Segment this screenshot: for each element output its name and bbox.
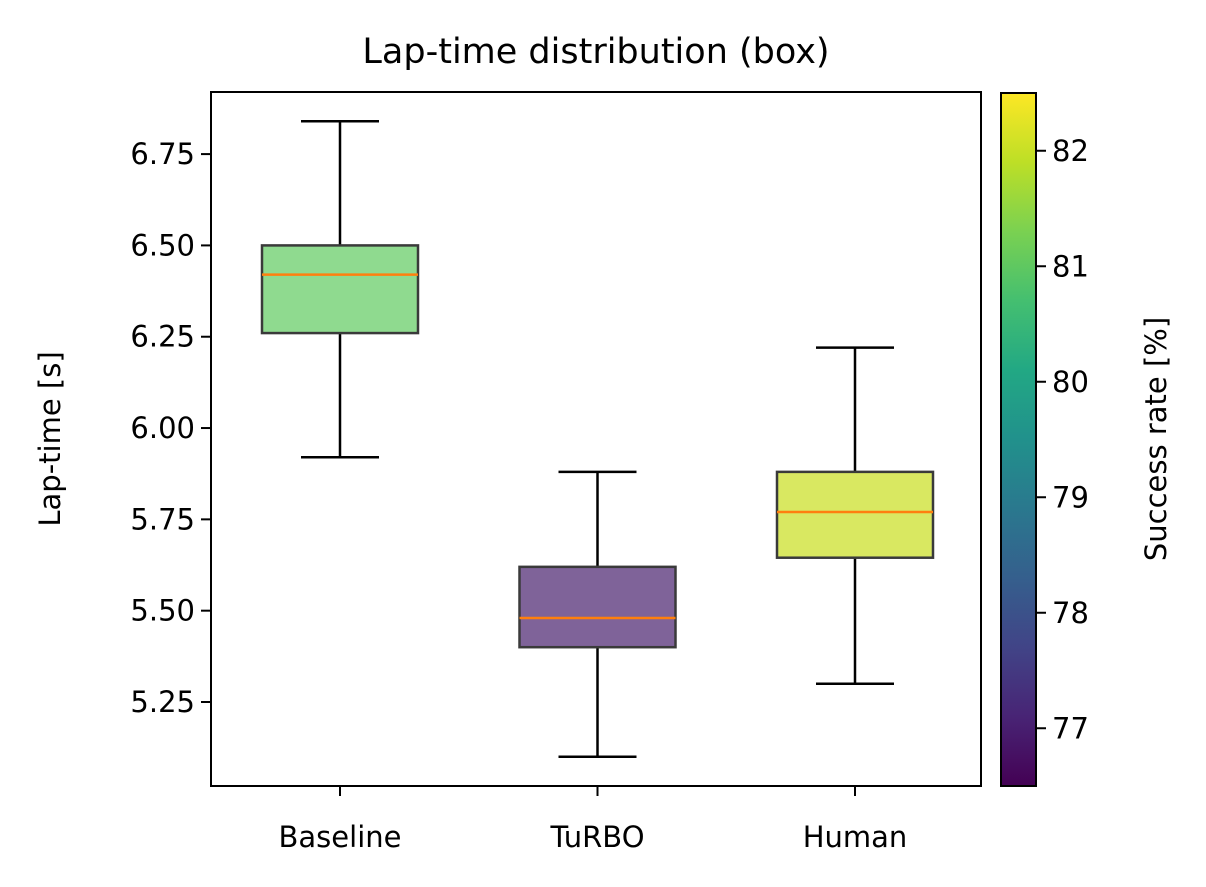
y-tick-label: 5.75 xyxy=(130,502,195,536)
x-tick-label: Human xyxy=(803,820,908,854)
y-tick-label: 6.25 xyxy=(130,320,195,354)
y-axis-ticks: 5.25 5.50 5.75 6.00 6.25 6.50 6.75 xyxy=(130,137,211,719)
iqr-box xyxy=(260,244,420,335)
colorbar-label: Success rate [%] xyxy=(1139,317,1173,561)
box-human xyxy=(775,346,935,685)
colorbar-tick-label: 78 xyxy=(1052,596,1089,630)
y-axis-label: Lap-time [s] xyxy=(33,351,67,526)
y-tick-label: 5.50 xyxy=(130,594,195,628)
y-tick-label: 6.50 xyxy=(130,228,195,262)
colorbar-tick-label: 82 xyxy=(1052,134,1089,168)
colorbar-frame xyxy=(1000,92,1037,787)
boxes-layer xyxy=(260,119,935,759)
y-tick-label: 6.00 xyxy=(130,411,195,445)
colorbar xyxy=(1001,93,1036,786)
y-tick-label: 6.75 xyxy=(130,137,195,171)
x-tick-label: TuRBO xyxy=(549,820,644,854)
colorbar-tick-label: 81 xyxy=(1052,249,1089,283)
colorbar-ticks: 77 78 79 80 81 82 xyxy=(1036,134,1089,745)
colorbar-tick-label: 79 xyxy=(1052,480,1089,514)
y-tick-label: 5.25 xyxy=(130,685,195,719)
iqr-box xyxy=(775,470,935,559)
box-baseline xyxy=(260,119,420,459)
x-axis-ticks: Baseline TuRBO Human xyxy=(279,786,908,854)
iqr-box xyxy=(518,565,677,649)
x-tick-label: Baseline xyxy=(279,820,402,854)
colorbar-tick-label: 80 xyxy=(1052,365,1089,399)
plot-frame xyxy=(210,91,982,787)
chart-title: Lap-time distribution (box) xyxy=(362,32,829,72)
box-turbo xyxy=(518,470,677,759)
colorbar-tick-label: 77 xyxy=(1052,711,1089,745)
